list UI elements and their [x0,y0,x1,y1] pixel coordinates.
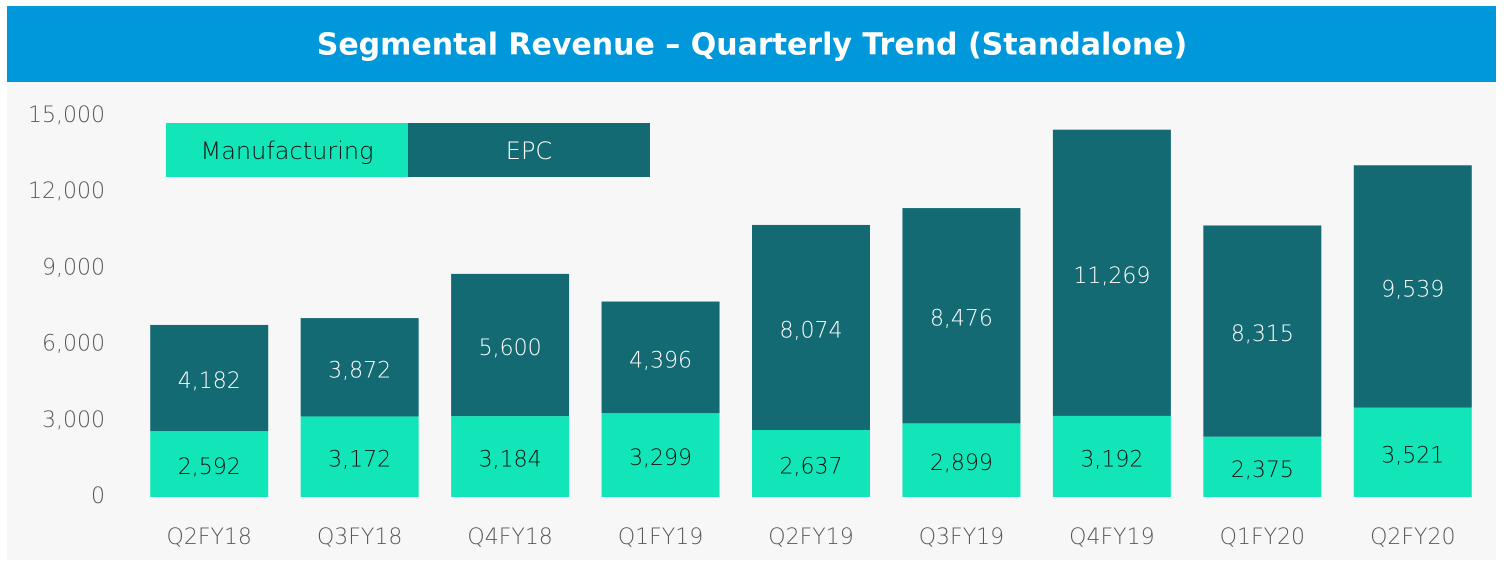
data-label: 5,600 [479,336,542,361]
x-tick-label: Q1FY20 [1220,525,1305,550]
bar-segment [150,431,269,497]
bar-segment [1052,129,1171,416]
x-tick-label: Q1FY19 [618,525,703,550]
data-label: 8,476 [930,307,993,332]
y-tick-label: 12,000 [28,179,105,204]
x-tick-label: Q4FY18 [467,525,552,550]
bar-segment [601,301,720,414]
x-tick-label: Q2FY20 [1370,525,1455,550]
legend-swatch [166,123,408,177]
y-tick-label: 6,000 [42,332,105,357]
legend-label: Manufacturing [201,137,374,165]
data-label: 2,592 [178,455,241,480]
title-bar [7,6,1496,82]
bar-segment [752,430,870,497]
bar-segment [902,423,1021,497]
data-label: 9,539 [1381,277,1444,302]
data-label: 11,269 [1073,264,1150,289]
legend-swatch [408,123,650,177]
data-label: 8,315 [1231,322,1294,347]
x-tick-label: Q2FY18 [167,525,252,550]
bar-segment [902,208,1021,424]
x-tick-label: Q3FY19 [919,525,1004,550]
data-label: 3,184 [479,448,542,473]
data-label: 2,375 [1231,458,1294,483]
bar-segment [451,273,570,417]
x-tick-label: Q2FY19 [768,525,853,550]
data-label: 3,172 [328,448,391,473]
chart-title: Segmental Revenue – Quarterly Trend (Sta… [317,28,1188,63]
data-label: 4,182 [178,369,241,394]
legend-label: EPC [506,137,552,165]
bar-segment [300,318,419,417]
bar-segment [451,416,570,497]
bar-segment [601,413,720,497]
bar-segment [1203,225,1322,437]
x-tick-label: Q3FY18 [317,525,402,550]
bar-segment [1353,407,1472,497]
bar-segment [1353,165,1472,408]
data-label: 8,074 [780,318,843,343]
data-label: 4,396 [629,348,692,373]
data-label: 2,899 [930,451,993,476]
y-tick-label: 15,000 [28,103,105,128]
y-tick-label: 0 [91,484,105,509]
bar-segment [150,324,269,432]
data-label: 3,872 [328,358,391,383]
bar-segment [752,224,870,431]
data-label: 3,192 [1080,447,1143,472]
data-label: 3,299 [629,446,692,471]
bar-segment [300,416,419,497]
bar-segment [1203,436,1322,497]
data-label: 2,637 [780,455,843,480]
data-label: 3,521 [1381,443,1444,468]
bar-segment [1052,415,1171,497]
y-tick-label: 3,000 [42,408,105,433]
x-tick-label: Q4FY19 [1069,525,1154,550]
y-tick-label: 9,000 [42,255,105,280]
